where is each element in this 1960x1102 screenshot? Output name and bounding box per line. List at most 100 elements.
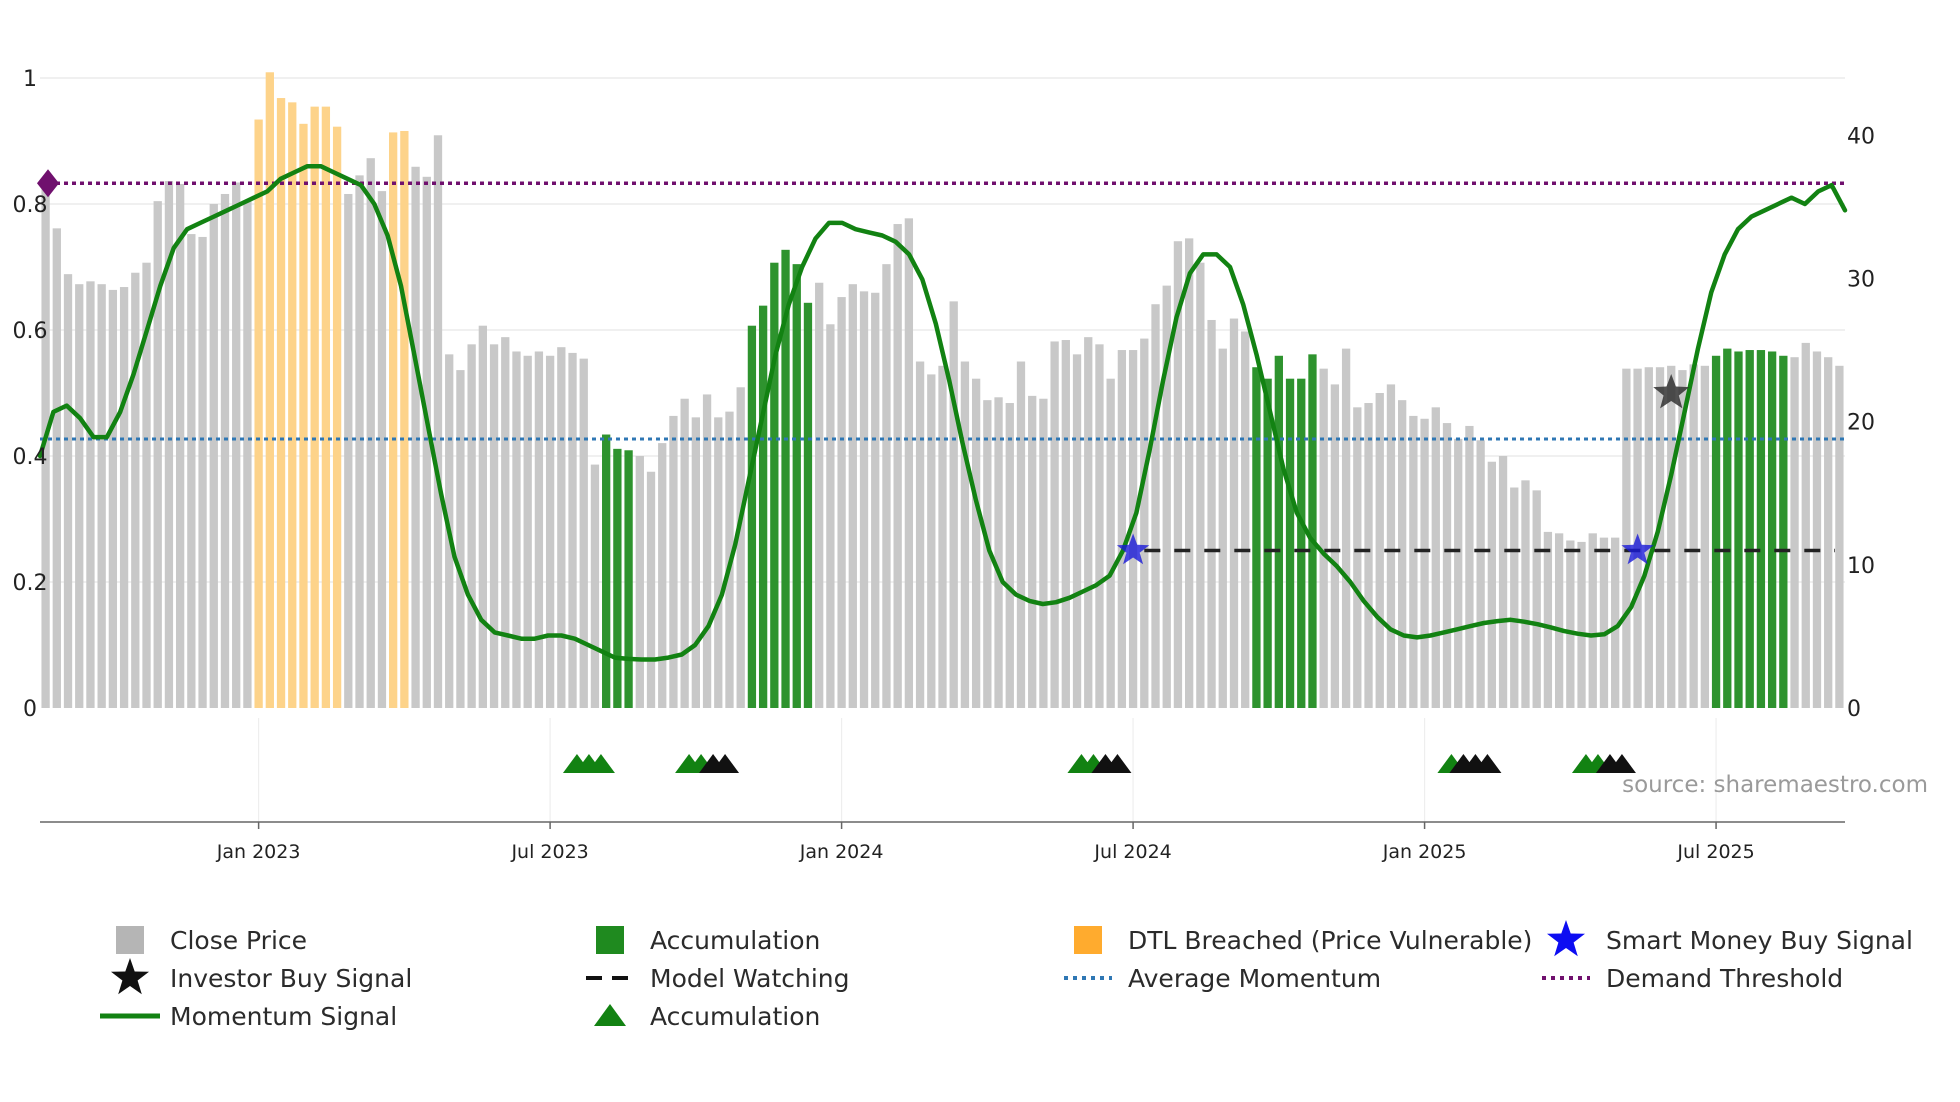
accumulation-bar — [1767, 351, 1777, 708]
momentum-signal-line — [37, 163, 1848, 662]
close-price-bar — [826, 324, 835, 708]
legend-square-swatch — [1074, 926, 1102, 954]
close-price-bar — [478, 325, 487, 708]
accumulation-bar — [1308, 354, 1317, 708]
close-price-bar — [1678, 370, 1687, 708]
close-price-bar — [646, 471, 656, 708]
close-price-bar — [467, 344, 476, 708]
close-price-bar — [848, 284, 857, 708]
close-price-bar — [512, 351, 521, 708]
right-axis-tick: 10 — [1847, 554, 1875, 579]
close-price-bar — [131, 272, 140, 708]
close-price-bar — [1341, 348, 1351, 708]
close-price-bar — [1095, 344, 1104, 708]
close-price-bar — [1005, 403, 1014, 708]
close-price-bar — [871, 292, 880, 708]
accumulation-triangle-dark — [711, 754, 740, 773]
close-price-bar — [142, 262, 151, 708]
close-price-bar — [893, 224, 902, 708]
close-price-bar — [220, 193, 230, 708]
close-price-bar — [1689, 364, 1698, 708]
momentum-signal — [37, 163, 1848, 662]
close-price-bar — [1050, 341, 1059, 708]
close-price-bar — [1599, 537, 1609, 708]
close-price-bar — [1667, 365, 1676, 708]
close-price-bar — [736, 387, 745, 708]
legend-label: Average Momentum — [1128, 964, 1381, 993]
x-axis-label: Jan 2023 — [216, 841, 301, 863]
close-price-bar — [590, 464, 600, 708]
legend-label: DTL Breached (Price Vulnerable) — [1128, 926, 1532, 955]
close-price-bar — [1543, 531, 1553, 708]
right-axis-tick: 20 — [1847, 411, 1875, 436]
close-price-bar — [1700, 365, 1710, 708]
right-axis-tick: 30 — [1847, 267, 1875, 292]
dtl-breached-bar — [299, 123, 308, 709]
close-price-bar — [714, 417, 723, 708]
close-price-bar — [815, 282, 824, 708]
x-axis-label: Jan 2025 — [1382, 841, 1467, 863]
close-price-bar — [1039, 398, 1048, 708]
close-price-bar — [1476, 440, 1485, 708]
close-price-bar — [1028, 395, 1037, 708]
close-price-bar — [1117, 350, 1127, 708]
close-price-bar — [187, 234, 196, 708]
close-price-bar — [983, 400, 992, 708]
close-price-bar — [63, 274, 73, 708]
close-price-bar — [904, 218, 914, 708]
close-price-bar — [994, 397, 1003, 708]
accumulation-bar — [1734, 351, 1743, 708]
accumulation-bar — [602, 434, 611, 708]
close-price-bar — [1375, 393, 1384, 708]
left-axis: 0 0.2 0.4 0.6 0.8 1 — [13, 67, 48, 722]
close-price-bar — [175, 183, 185, 709]
accumulation-bar — [1263, 378, 1272, 708]
x-axis-label: Jan 2024 — [799, 841, 884, 863]
source-label: source: sharemaestro.com — [1622, 772, 1928, 798]
close-price-bar — [1510, 487, 1519, 708]
dtl-breached-bar — [310, 106, 319, 709]
right-axis: 0 10 20 30 40 — [1847, 124, 1875, 722]
close-price-bar — [1218, 348, 1227, 708]
legend-item: Model Watching — [586, 964, 850, 993]
dtl-breached-bar — [389, 132, 398, 709]
dtl-breached-bar — [332, 126, 342, 708]
dtl-breached-bar — [321, 106, 331, 709]
close-price-bar — [971, 378, 981, 708]
legend-item: Accumulation — [596, 926, 820, 955]
close-price-bar — [108, 289, 118, 708]
close-price-bar — [882, 264, 891, 708]
close-price-bar — [1184, 238, 1194, 708]
close-price-bar — [52, 228, 61, 708]
close-price-bar — [1454, 438, 1463, 708]
accumulation-bar — [1756, 350, 1766, 708]
accumulation-bar — [1252, 367, 1261, 708]
x-axis: Jan 2023 Jul 2023 Jan 2024 Jul 2024 Jan 2025… — [40, 821, 1845, 863]
dtl-breached-bar — [400, 130, 409, 708]
close-price-bar — [1812, 351, 1822, 708]
close-price-bar — [86, 281, 95, 708]
close-price-bar — [232, 182, 241, 709]
close-price-bar — [1498, 456, 1508, 708]
close-price-bar — [433, 135, 443, 709]
close-price-bar — [489, 344, 499, 708]
close-price-bar — [344, 193, 353, 708]
close-price-bar — [1398, 400, 1407, 708]
close-price-bar — [927, 374, 936, 708]
demand-marker — [37, 169, 59, 198]
close-price-bar — [1588, 533, 1597, 708]
accumulation-bar — [803, 302, 813, 708]
left-axis-tick: 0.2 — [13, 571, 48, 596]
close-price-bar — [1319, 368, 1328, 708]
close-price-bar — [1431, 407, 1440, 708]
accumulation-bar — [792, 264, 801, 708]
legend-square-swatch — [116, 926, 144, 954]
close-price-bar — [1801, 342, 1810, 708]
legend-label: Demand Threshold — [1606, 964, 1843, 993]
close-price-bar — [680, 398, 689, 708]
right-axis-tick: 40 — [1847, 124, 1875, 149]
close-price-bar — [837, 297, 846, 708]
legend-triangle-swatch — [594, 1004, 626, 1026]
close-price-bar — [635, 456, 644, 708]
